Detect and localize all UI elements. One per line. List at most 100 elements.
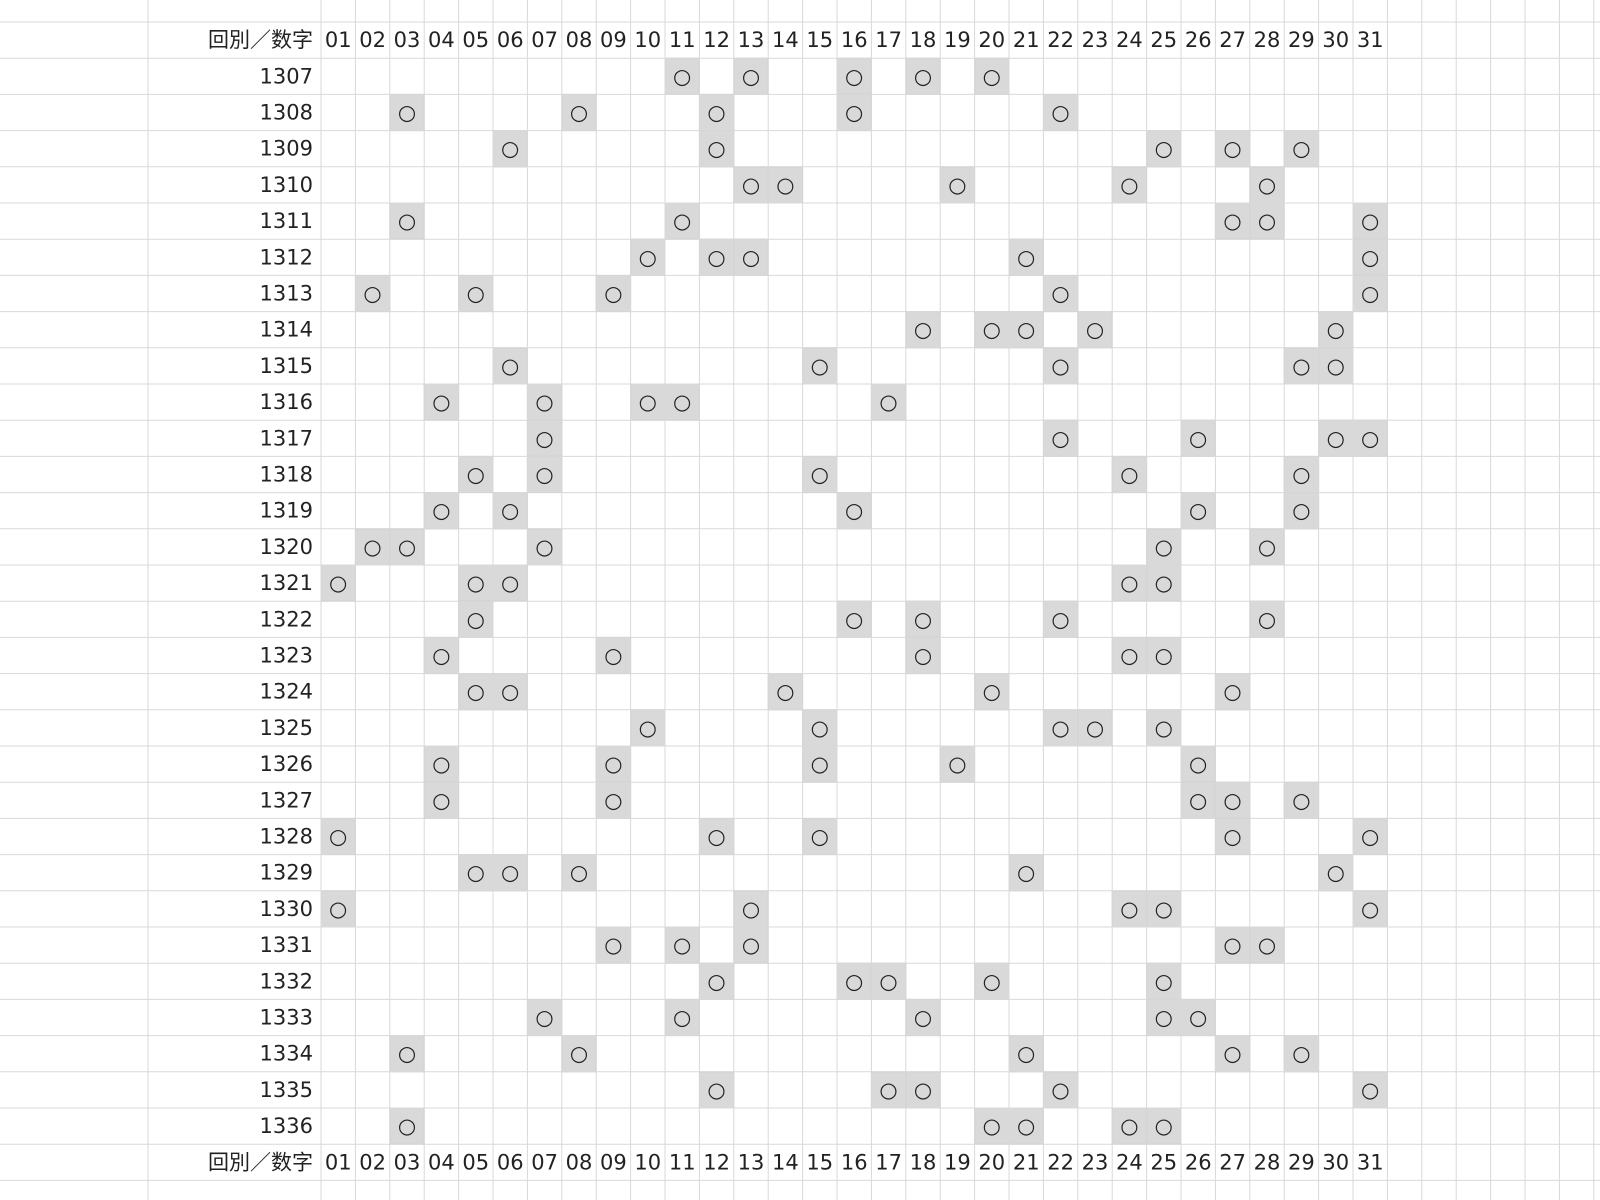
round-label: 1330 — [260, 897, 313, 921]
pick-mark: ○ — [673, 390, 691, 414]
column-label: 25 — [1150, 1150, 1177, 1174]
pick-mark: ○ — [398, 1114, 416, 1138]
pick-mark: ○ — [1051, 282, 1069, 306]
pick-mark: ○ — [845, 499, 863, 523]
pick-mark: ○ — [329, 897, 347, 921]
pick-mark: ○ — [1258, 933, 1276, 957]
pick-cell — [1283, 781, 1320, 819]
pick-mark: ○ — [1189, 752, 1207, 776]
round-label: 1325 — [260, 716, 313, 740]
column-label: 06 — [497, 28, 524, 52]
pick-mark: ○ — [914, 644, 932, 668]
pick-mark: ○ — [1223, 209, 1241, 233]
pick-mark: ○ — [639, 716, 657, 740]
pick-cell — [595, 926, 632, 964]
pick-mark: ○ — [1292, 137, 1310, 161]
column-label: 30 — [1322, 28, 1349, 52]
column-label: 17 — [875, 28, 902, 52]
round-label: 1307 — [260, 64, 313, 88]
pick-mark: ○ — [1086, 318, 1104, 342]
column-label: 18 — [910, 28, 937, 52]
pick-mark: ○ — [1120, 897, 1138, 921]
pick-mark: ○ — [535, 426, 553, 450]
pick-mark: ○ — [742, 173, 760, 197]
column-label: 31 — [1357, 1150, 1384, 1174]
pick-cell — [698, 962, 735, 1000]
pick-mark: ○ — [604, 933, 622, 957]
pick-cell — [939, 745, 976, 783]
column-label: 26 — [1185, 28, 1212, 52]
pick-cell — [905, 1071, 941, 1109]
column-label: 11 — [669, 1150, 696, 1174]
pick-mark: ○ — [501, 680, 519, 704]
pick-cell — [905, 311, 941, 349]
round-label: 1315 — [260, 354, 313, 378]
column-label: 02 — [359, 28, 386, 52]
column-label: 08 — [566, 1150, 593, 1174]
pick-mark: ○ — [742, 933, 760, 957]
pick-cell — [1318, 854, 1354, 892]
pick-mark: ○ — [879, 1078, 897, 1102]
pick-mark: ○ — [811, 463, 829, 487]
column-label: 13 — [738, 1150, 765, 1174]
pick-mark: ○ — [707, 101, 725, 125]
pick-mark: ○ — [1189, 788, 1207, 812]
column-label: 27 — [1219, 1150, 1246, 1174]
pick-mark: ○ — [467, 463, 485, 487]
pick-cell — [423, 745, 460, 783]
pick-mark: ○ — [811, 752, 829, 776]
round-label: 1323 — [260, 644, 313, 668]
pick-mark: ○ — [983, 1114, 1001, 1138]
column-label: 22 — [1047, 28, 1074, 52]
pick-mark: ○ — [604, 752, 622, 776]
pick-cell — [870, 962, 907, 1000]
pick-mark: ○ — [1051, 716, 1069, 740]
column-label: 24 — [1116, 1150, 1143, 1174]
column-label: 16 — [841, 1150, 868, 1174]
corner-label: 回別／数字 — [208, 1150, 313, 1174]
pick-mark: ○ — [1292, 499, 1310, 523]
pick-cell — [698, 130, 735, 168]
column-label: 29 — [1288, 1150, 1315, 1174]
column-label: 03 — [394, 28, 421, 52]
pick-mark: ○ — [707, 969, 725, 993]
column-label: 25 — [1150, 28, 1177, 52]
pick-mark: ○ — [707, 137, 725, 161]
pick-mark: ○ — [1051, 607, 1069, 631]
pick-mark: ○ — [1189, 1006, 1207, 1030]
pick-mark: ○ — [467, 680, 485, 704]
pick-mark: ○ — [1292, 463, 1310, 487]
pick-mark: ○ — [398, 209, 416, 233]
round-label: 1312 — [260, 245, 313, 269]
pick-mark: ○ — [1155, 535, 1173, 559]
round-label: 1318 — [260, 463, 313, 487]
column-label: 24 — [1116, 28, 1143, 52]
pick-mark: ○ — [639, 390, 657, 414]
pick-mark: ○ — [983, 318, 1001, 342]
pick-mark: ○ — [914, 1078, 932, 1102]
column-label: 23 — [1082, 28, 1109, 52]
round-label: 1310 — [260, 173, 313, 197]
pick-mark: ○ — [1120, 173, 1138, 197]
pick-cell — [802, 347, 838, 385]
pick-cell — [595, 781, 632, 819]
pick-mark: ○ — [776, 173, 794, 197]
round-label: 1334 — [260, 1042, 313, 1066]
column-label: 03 — [394, 1150, 421, 1174]
pick-cell — [1214, 781, 1251, 819]
pick-mark: ○ — [1292, 788, 1310, 812]
column-label: 20 — [978, 28, 1005, 52]
pick-mark: ○ — [707, 245, 725, 269]
column-label: 18 — [910, 1150, 937, 1174]
pick-mark: ○ — [432, 390, 450, 414]
pick-mark: ○ — [398, 535, 416, 559]
pick-mark: ○ — [1327, 426, 1345, 450]
column-label: 09 — [600, 1150, 627, 1174]
pick-cell — [664, 998, 700, 1037]
pick-mark: ○ — [1223, 788, 1241, 812]
pick-mark: ○ — [914, 1006, 932, 1030]
pick-mark: ○ — [570, 1042, 588, 1066]
pick-mark: ○ — [948, 752, 966, 776]
